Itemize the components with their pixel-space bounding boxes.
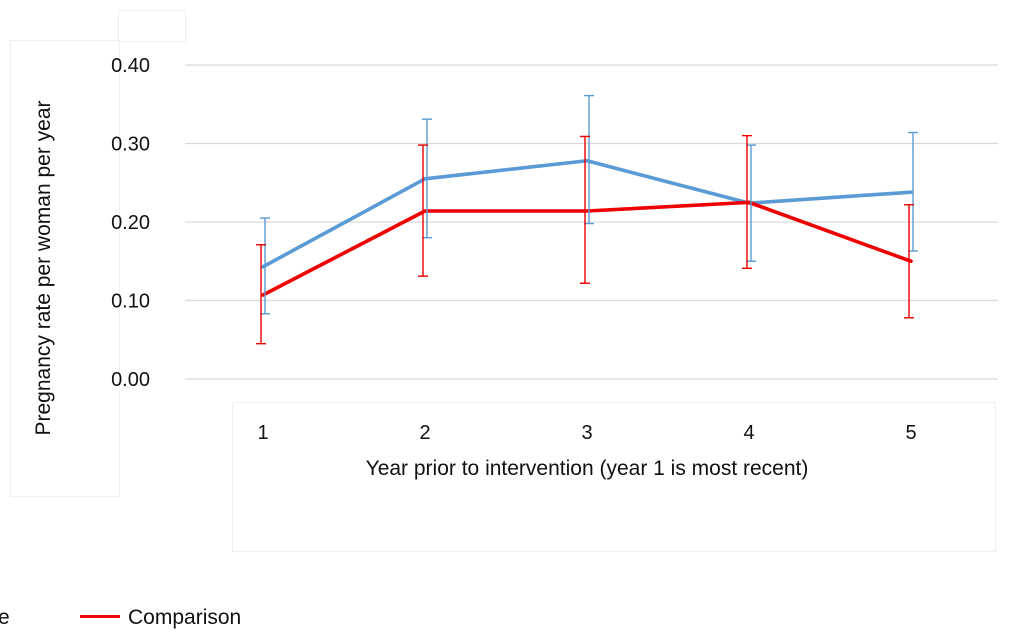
x-tick-label: 3	[581, 422, 592, 444]
y-tick-label: 0.40	[111, 55, 150, 77]
legend-label-series-1: e	[0, 606, 10, 629]
series-line-2	[261, 200, 913, 297]
y-tick-label: 0.00	[111, 369, 150, 391]
x-tick-label: 1	[257, 422, 268, 444]
error-bar	[418, 144, 428, 277]
legend-item-series-1: e	[0, 604, 10, 632]
error-bars	[256, 94, 918, 345]
x-tick-label: 5	[905, 422, 916, 444]
y-tick-label: 0.30	[111, 134, 150, 156]
gridlines	[185, 64, 998, 380]
y-tick-label: 0.20	[111, 212, 150, 234]
error-bar	[256, 244, 266, 345]
error-bar	[904, 204, 914, 319]
legend-swatch-comparison	[80, 614, 120, 618]
xaxis-frame	[232, 402, 996, 552]
legend-item-comparison: Comparison	[80, 604, 241, 632]
x-tick-labels: 1 2 3 4 5	[257, 422, 916, 444]
series-lines	[261, 158, 913, 297]
x-tick-label: 4	[743, 422, 754, 444]
y-tick-labels: 0.00 0.10 0.20 0.30 0.40	[111, 55, 150, 391]
error-bar	[742, 134, 752, 270]
legend: e Comparison	[0, 604, 1009, 632]
x-axis-title: Year prior to intervention (year 1 is mo…	[366, 457, 809, 480]
y-axis-title: Pregnancy rate per woman per year	[32, 100, 55, 435]
ylabel-frame	[10, 40, 120, 497]
legend-label-comparison: Comparison	[128, 606, 242, 629]
y-tick-label: 0.10	[111, 291, 150, 313]
error-bar	[580, 135, 590, 284]
x-tick-label: 2	[419, 422, 430, 444]
series-line-1	[261, 158, 913, 269]
chart-area-frame	[118, 10, 186, 42]
